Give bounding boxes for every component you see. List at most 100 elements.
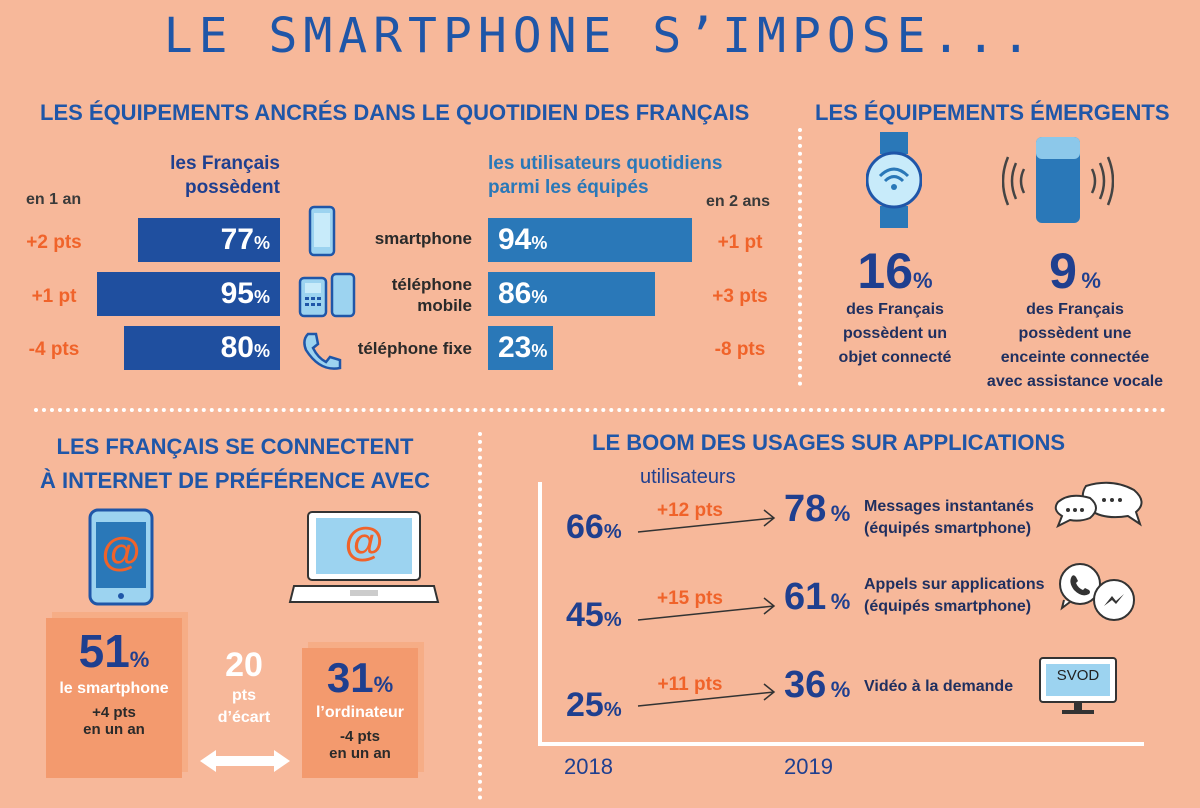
title-line: À INTERNET DE PRÉFÉRENCE AVEC — [40, 468, 430, 493]
laptop-at-icon — [288, 511, 440, 603]
app-row-vod-2019: 36 % — [784, 664, 850, 707]
owned-bar-landline: 80% — [124, 326, 280, 370]
daily-bar-mobile: 86% — [488, 272, 655, 316]
smart-speaker-icon — [1002, 137, 1114, 223]
daily-change-mobile: +3 pts — [712, 286, 768, 307]
trend-arrow — [637, 683, 776, 707]
computer-share-box — [302, 648, 418, 778]
smartphone-share-change: +4 pts — [92, 704, 136, 721]
app-label-calls: Appels sur applications (équipés smartpho… — [864, 574, 1044, 618]
daily-header-line2: parmi les équipés — [488, 177, 649, 198]
daily-unit: % — [531, 287, 548, 307]
app-row-vod-2018: 25% — [566, 686, 622, 725]
connected-object-value: 16 — [857, 243, 914, 299]
device-label-line: smartphone — [374, 229, 472, 248]
app-change-vod: +11 pts — [657, 674, 723, 695]
tv-icon — [1039, 657, 1117, 714]
owned-change-mobile: +1 pt — [31, 286, 77, 307]
section-title-equipements: LES ÉQUIPEMENTS ANCRÉS DANS LE QUOTIDIEN… — [40, 100, 750, 125]
app-change-calls: +15 pts — [656, 588, 723, 609]
unit: % — [603, 521, 622, 543]
smartphone-at-icon — [88, 508, 154, 606]
computer-share-period: en un an — [329, 745, 391, 762]
value-2019: 36 — [784, 664, 827, 706]
owned-value-mobile: 95 — [220, 277, 254, 310]
smartphone-share-label: le smartphone — [59, 680, 169, 697]
daily-header-line1: les utilisateurs quotidiens — [488, 153, 723, 174]
owned-change-landline: -4 pts — [28, 339, 80, 360]
app-change-messages: +12 pts — [656, 500, 723, 521]
section-title-emergents: LES ÉQUIPEMENTS ÉMERGENTS — [815, 100, 1170, 125]
computer-share-label: l’ordinateur — [315, 704, 404, 721]
label-line: Messages instantanés — [864, 498, 1034, 515]
value-2019: 78 — [784, 488, 827, 530]
app-row-messages-2019: 78 % — [784, 488, 850, 531]
connected-object-desc: des Français possèdent un objet connecté — [820, 298, 970, 370]
computer-share-unit: % — [373, 672, 394, 697]
smartphone-share-value: 51 — [78, 625, 130, 677]
label-line: Appels sur applications — [864, 576, 1045, 593]
owned-bar-smartphone: 77% — [138, 218, 280, 262]
connected-object-stat: 16% — [820, 242, 970, 300]
smart-speaker-desc: des Français possèdent une enceinte conn… — [966, 298, 1184, 394]
smartphone-icon — [308, 205, 336, 257]
divider-vertical-top — [798, 128, 802, 386]
owned-header-line2: possèdent — [184, 177, 280, 198]
gap-label-line: d’écart — [217, 709, 271, 726]
smart-speaker-stat: 9 % — [975, 242, 1175, 300]
value-2019: 61 — [784, 576, 827, 618]
device-label-smartphone: smartphone — [340, 228, 472, 249]
owned-value-smartphone: 77 — [220, 223, 254, 256]
desc-line: enceinte connectée — [1000, 349, 1150, 366]
year-end-label: 2019 — [784, 754, 833, 779]
app-label-messages: Messages instantanés (équipés smartphone) — [864, 496, 1034, 540]
daily-value-smartphone: 94 — [498, 223, 532, 256]
double-arrow-icon — [200, 750, 290, 772]
device-label-line: mobile — [417, 296, 472, 315]
device-label-line: téléphone fixe — [357, 339, 472, 358]
desc-line: possèdent une — [1018, 325, 1132, 342]
unit: % — [830, 677, 851, 702]
owned-unit: % — [253, 287, 270, 307]
page-title: LE SMARTPHONE S’IMPOSE... — [163, 8, 1037, 64]
smart-speaker-unit: % — [1081, 268, 1101, 293]
desc-line: des Français — [846, 301, 944, 318]
daily-value-mobile: 86 — [498, 277, 532, 310]
app-row-calls-2019: 61 % — [784, 576, 850, 619]
mobile-phones-icon — [298, 272, 356, 318]
value-2018: 66 — [566, 508, 604, 546]
unit: % — [830, 589, 851, 614]
smartphone-share-box — [46, 618, 182, 778]
computer-share-change: -4 pts — [339, 728, 380, 745]
app-row-messages-2018: 66% — [566, 508, 622, 547]
daily-value-landline: 23 — [498, 331, 532, 364]
connected-object-unit: % — [913, 268, 933, 293]
gap-value: 20 — [225, 646, 263, 684]
owned-unit: % — [253, 233, 270, 253]
call-app-icons — [1059, 563, 1135, 621]
daily-change-landline: -8 pts — [714, 339, 766, 360]
trend-arrow — [637, 597, 776, 621]
owned-value-landline: 80 — [220, 331, 254, 364]
value-2018: 45 — [566, 596, 604, 634]
year-start-label: 2018 — [564, 754, 613, 779]
owned-change-smartphone: +2 pts — [26, 232, 82, 253]
users-label: utilisateurs — [640, 466, 736, 488]
daily-unit: % — [531, 341, 548, 361]
change-1y-header: en 1 an — [26, 191, 82, 208]
divider-horizontal — [34, 408, 1166, 412]
label-line: Vidéo à la demande — [864, 678, 1014, 695]
title-line: LES FRANÇAIS SE CONNECTENT — [56, 434, 414, 459]
unit: % — [603, 699, 622, 721]
divider-vertical-bottom — [478, 432, 482, 800]
desc-line: avec assistance vocale — [986, 373, 1164, 390]
device-label-line: téléphone — [391, 275, 472, 294]
gap-stat: 20 pts d’écart — [196, 646, 292, 727]
owned-unit: % — [253, 341, 270, 361]
change-2y-header: en 2 ans — [706, 193, 771, 210]
trend-arrow — [637, 509, 776, 533]
device-label-landline: téléphone fixe — [340, 338, 472, 359]
smartphone-share-period: en un an — [83, 721, 145, 738]
at-symbol-phone: @ — [101, 530, 141, 574]
device-label-mobile: téléphone mobile — [340, 274, 472, 316]
